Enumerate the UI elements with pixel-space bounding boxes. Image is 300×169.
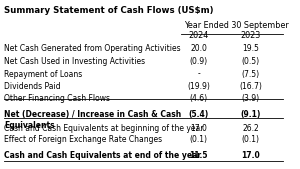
Text: (0.1): (0.1) <box>190 135 208 144</box>
Text: Year Ended 30 September: Year Ended 30 September <box>184 21 288 30</box>
Text: 26.2: 26.2 <box>242 124 259 132</box>
Text: Other Financing Cash Flows: Other Financing Cash Flows <box>4 94 110 103</box>
Text: (0.1): (0.1) <box>242 135 260 144</box>
Text: 19.5: 19.5 <box>242 44 259 53</box>
Text: 11.5: 11.5 <box>189 151 208 160</box>
Text: Net Cash Generated from Operating Activities: Net Cash Generated from Operating Activi… <box>4 44 181 53</box>
Text: 17.0: 17.0 <box>241 151 260 160</box>
Text: Summary Statement of Cash Flows (US$m): Summary Statement of Cash Flows (US$m) <box>4 6 214 15</box>
Text: (19.9): (19.9) <box>187 82 210 91</box>
Text: 2024: 2024 <box>188 31 209 40</box>
Text: (16.7): (16.7) <box>239 82 262 91</box>
Text: -: - <box>197 69 200 79</box>
Text: Effect of Foreign Exchange Rate Changes: Effect of Foreign Exchange Rate Changes <box>4 135 162 144</box>
Text: (4.6): (4.6) <box>190 94 208 103</box>
Text: 2023: 2023 <box>240 31 260 40</box>
Text: Dividends Paid: Dividends Paid <box>4 82 61 91</box>
Text: (5.4): (5.4) <box>188 110 209 119</box>
Text: Cash and Cash Equivalents at beginning of the year: Cash and Cash Equivalents at beginning o… <box>4 124 204 132</box>
Text: (9.1): (9.1) <box>240 110 261 119</box>
Text: (7.5): (7.5) <box>241 69 260 79</box>
Text: Repayment of Loans: Repayment of Loans <box>4 69 82 79</box>
Text: Net Cash Used in Investing Activities: Net Cash Used in Investing Activities <box>4 57 145 66</box>
Text: (0.9): (0.9) <box>190 57 208 66</box>
Text: 17.0: 17.0 <box>190 124 207 132</box>
Text: 20.0: 20.0 <box>190 44 207 53</box>
Text: (3.9): (3.9) <box>241 94 260 103</box>
Text: Cash and Cash Equivalents at end of the year: Cash and Cash Equivalents at end of the … <box>4 151 201 160</box>
Text: Net (Decrease) / Increase in Cash & Cash
Equivalents: Net (Decrease) / Increase in Cash & Cash… <box>4 110 181 130</box>
Text: (0.5): (0.5) <box>241 57 260 66</box>
